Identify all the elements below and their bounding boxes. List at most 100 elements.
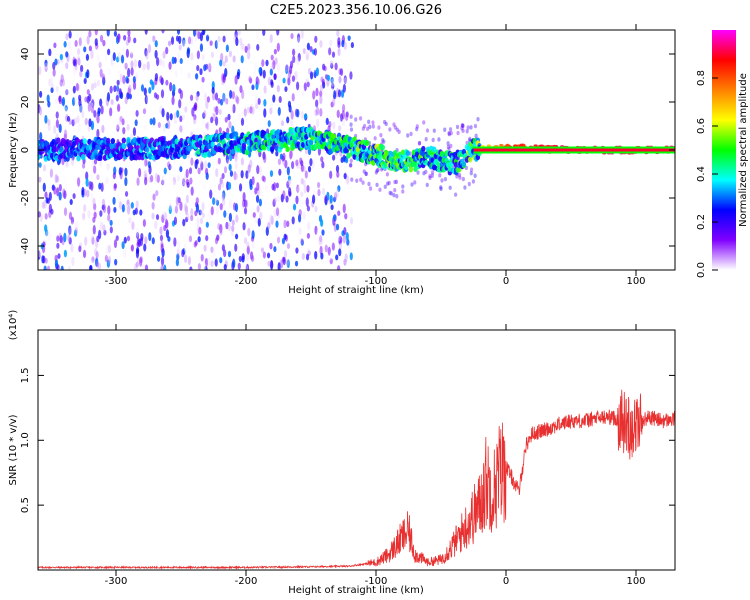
spectrogram-cell: [90, 102, 94, 110]
spectrogram-cell: [89, 202, 94, 212]
spectrogram-cell: [329, 257, 333, 265]
spectrogram-cell: [209, 40, 213, 46]
spectrogram-cell: [163, 224, 167, 232]
spectrogram-cell: [315, 67, 319, 77]
snr-y-ticks: 1.5 1.0 0.5: [20, 367, 675, 513]
spectrogram-cell: [198, 226, 202, 235]
spectrogram-cell: [335, 177, 339, 186]
spectrogram-cell: [165, 46, 169, 55]
spectrogram-cell: [231, 91, 235, 100]
spectrogram-cell: [105, 176, 109, 185]
spectrogram-cell: [240, 117, 245, 126]
spectrogram-cell: [276, 236, 281, 244]
spectrogram-cell: [278, 168, 282, 176]
y-tick-label: 0.5: [20, 497, 31, 513]
spectrogram-cell: [300, 191, 304, 198]
spectrogram-cell: [471, 179, 475, 184]
spectrogram-cell: [207, 162, 211, 169]
spectrogram-cell: [287, 77, 291, 86]
spectrogram-cell: [187, 256, 191, 266]
spectrogram-cell: [231, 219, 235, 226]
spectrogram-cell: [306, 42, 311, 51]
spectrogram-cell: [123, 236, 127, 244]
spectrogram-cell: [306, 232, 311, 239]
spectrogram-cell: [152, 98, 156, 108]
spectrogram-cell: [188, 235, 193, 243]
spectrogram-cell: [222, 94, 226, 103]
spectrogram-cell: [202, 184, 207, 191]
spectrogram-cell: [118, 201, 123, 210]
spectrogram-cell: [428, 175, 432, 181]
spectrogram-cell: [44, 224, 48, 233]
spectrogram-cell: [146, 61, 150, 71]
spectrogram-cell: [200, 254, 204, 262]
spectrogram-cell: [246, 30, 251, 34]
spectrogram-cell: [337, 232, 341, 242]
spectrogram-cell: [83, 204, 87, 213]
spectrogram-cell: [285, 64, 289, 71]
spectrogram-cell: [325, 117, 329, 126]
spectrogram-cell: [198, 209, 202, 216]
spectrogram-cell: [109, 219, 113, 226]
spectrogram-cell: [229, 89, 233, 99]
spectrogram-cell: [48, 48, 52, 57]
spectrogram-cell: [61, 78, 66, 87]
spectrogram-cell: [217, 157, 221, 165]
spectrogram-cell: [55, 111, 59, 119]
spectrogram-cell: [86, 95, 90, 104]
spectrogram-cell: [252, 212, 256, 218]
colorbar-scale: [712, 30, 736, 270]
spectrogram-cell: [374, 170, 378, 175]
spectrogram-cell: [295, 159, 299, 167]
spectrogram-cell: [467, 156, 473, 163]
spectrogram-cell: [128, 84, 132, 94]
spectrogram-cell: [243, 237, 248, 244]
spectrogram-cell: [179, 166, 183, 173]
spectrogram-cell: [291, 161, 295, 170]
spectrogram-cell: [195, 73, 199, 80]
spectrogram-cell: [189, 94, 194, 101]
spectrogram-cell: [154, 173, 159, 182]
spectrogram-cell: [448, 127, 453, 132]
spectrogram-cell: [474, 133, 478, 139]
spectrogram-cell: [138, 72, 142, 81]
spectrogram-cell: [167, 161, 171, 168]
spectrogram-cell: [214, 258, 218, 267]
spectrogram-cell: [347, 35, 351, 41]
spectrogram-cell: [90, 49, 94, 60]
spectrogram-cell: [377, 125, 381, 130]
spectrogram-cell: [38, 162, 42, 168]
spectrogram-cell: [144, 47, 148, 57]
spectrogram-cell: [251, 106, 255, 115]
spectrogram-cell: [63, 207, 68, 217]
spectrogram-cell: [101, 124, 105, 134]
spectrogram-cell: [54, 173, 58, 184]
spectrogram-cell: [410, 182, 414, 187]
spectrogram-cell: [110, 99, 114, 105]
spectrogram-cell: [461, 128, 465, 133]
spectrogram-cell: [300, 111, 304, 120]
spectrogram-cell: [110, 57, 114, 66]
spectrogram-cell: [461, 176, 465, 182]
spectrogram-cell: [72, 193, 76, 199]
spectrogram-cell: [78, 245, 82, 253]
spectrogram-cell: [109, 226, 113, 234]
spectrogram-cell: [197, 167, 201, 175]
spectrogram-cell: [394, 179, 399, 185]
spectrogram-cell: [408, 166, 414, 173]
spectrogram-cell: [210, 260, 214, 268]
spectrogram-cell: [183, 123, 187, 132]
spectrogram-cell: [177, 52, 181, 62]
spectrogram-cell: [332, 97, 336, 107]
spectrogram-cell: [244, 199, 249, 209]
spectrogram-cell: [133, 37, 137, 44]
spectrogram-cell: [226, 158, 230, 165]
spectrogram-cell: [379, 133, 383, 138]
spectrogram-cell: [245, 80, 249, 88]
spectrogram-cell: [239, 85, 243, 93]
spectrogram-cell: [349, 71, 353, 80]
spectrogram-cell: [144, 158, 148, 167]
spectrogram-cell: [162, 211, 166, 219]
spectrogram-cell: [187, 72, 191, 79]
